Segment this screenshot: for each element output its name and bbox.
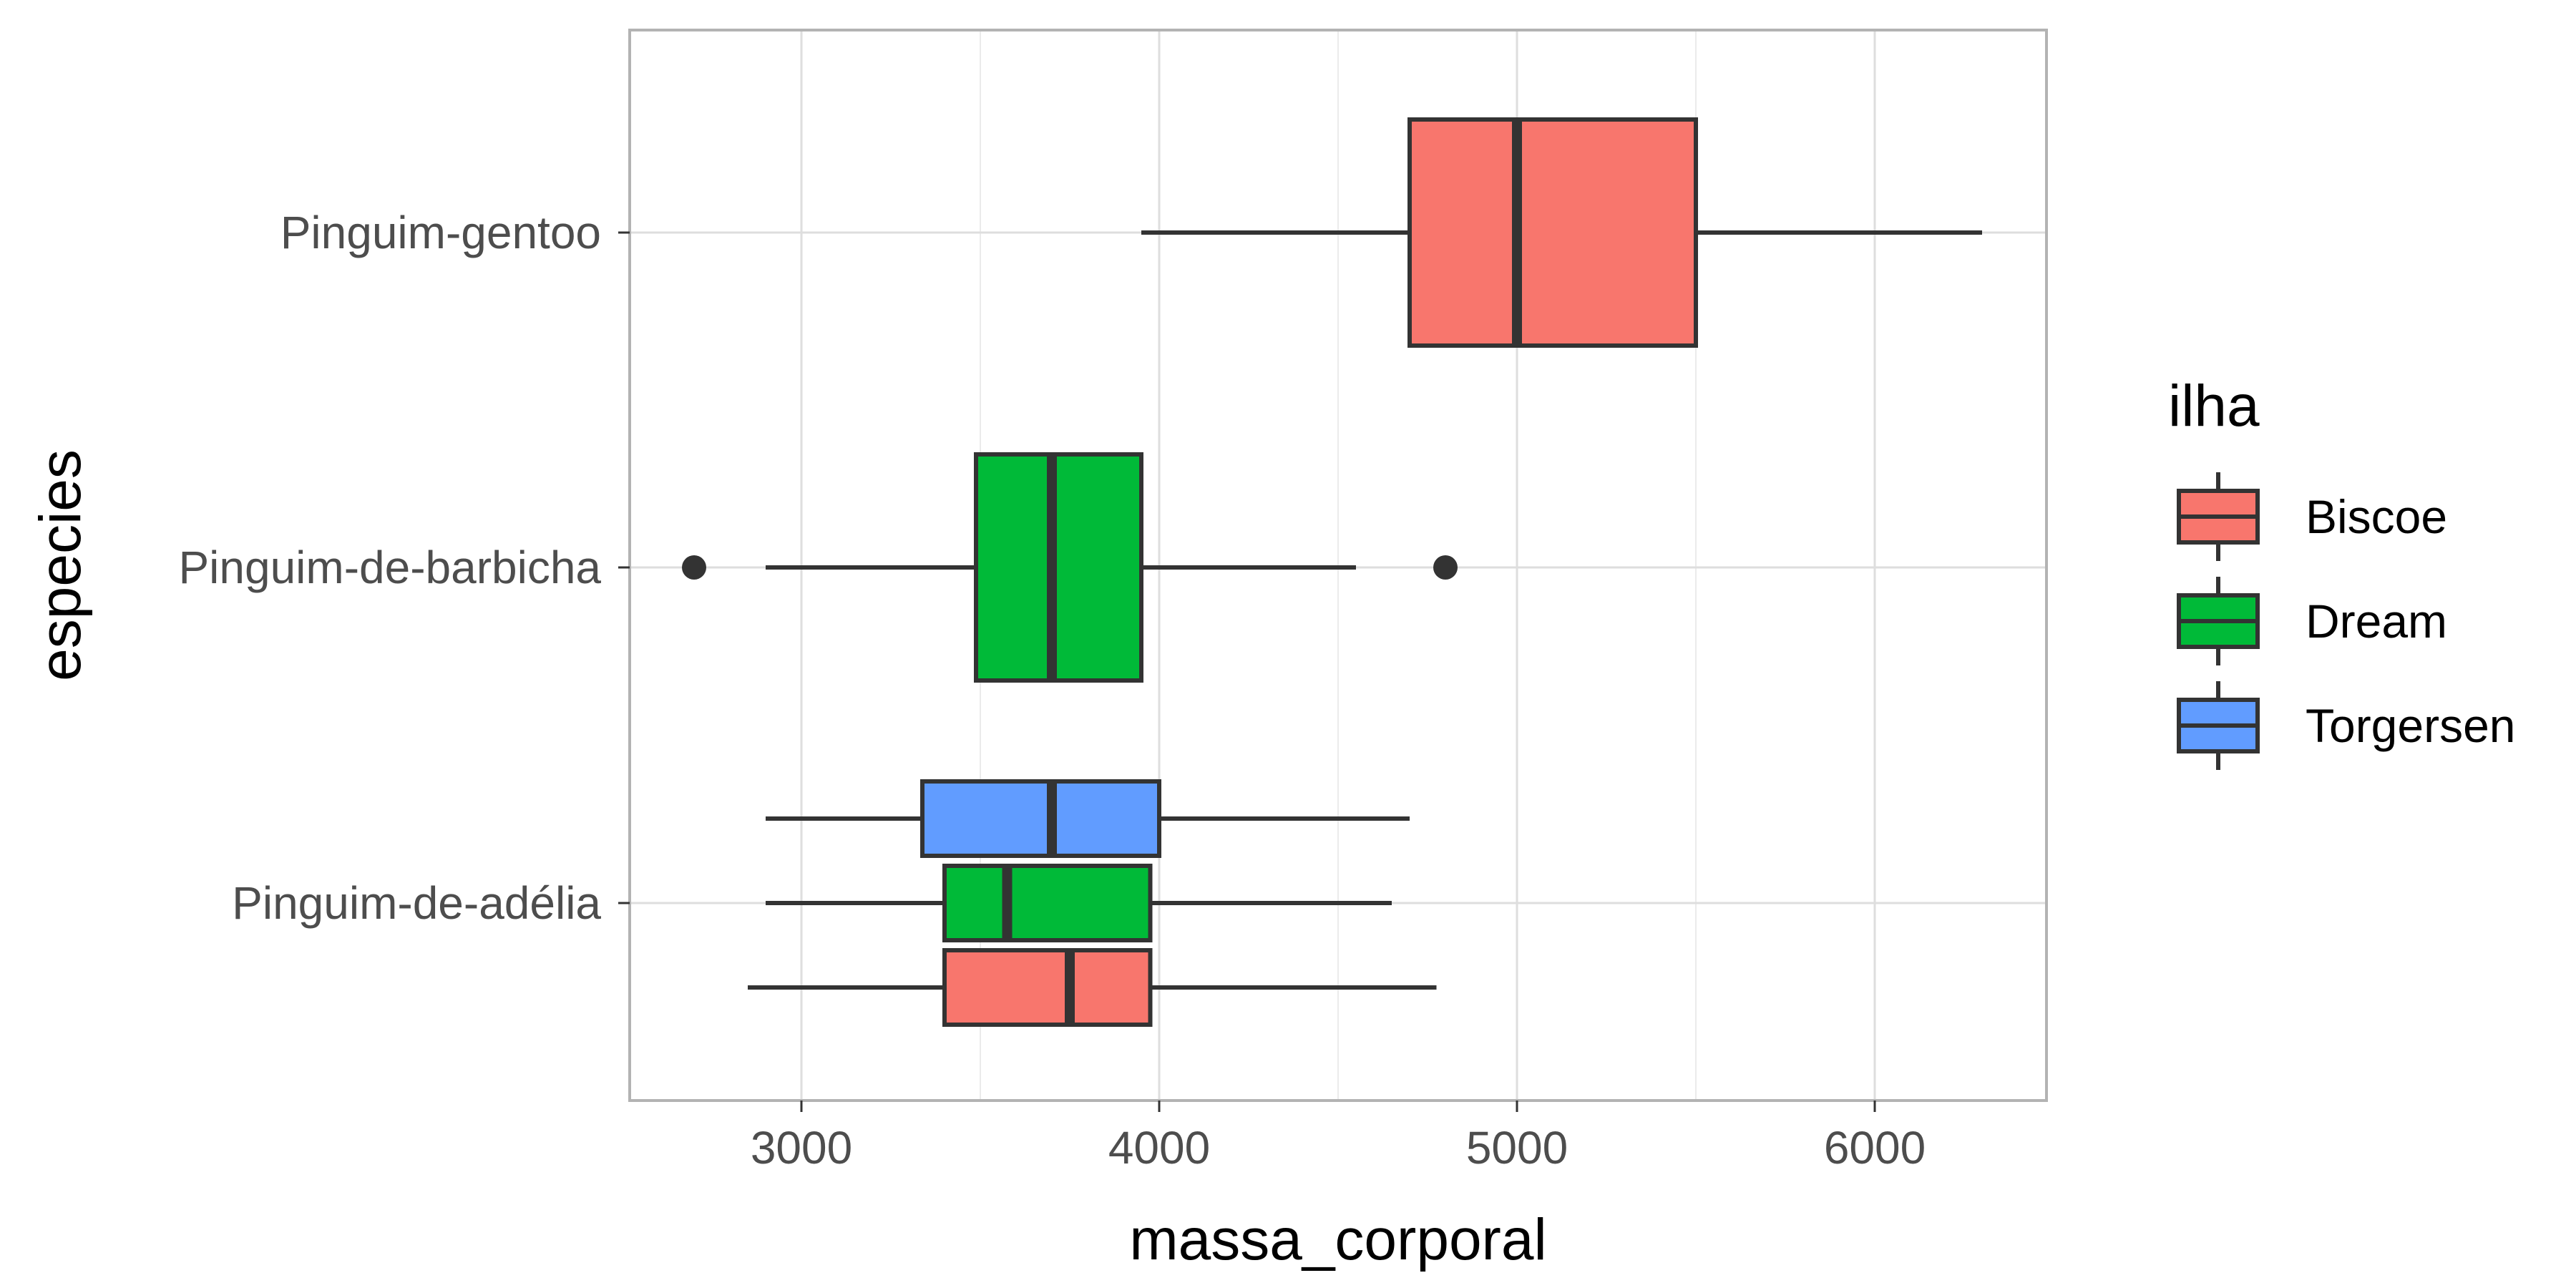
legend: ilha Biscoe Dream Torgersen	[2168, 374, 2516, 770]
outlier-point	[1433, 555, 1458, 580]
box-Pinguim-de-adélia-Biscoe	[748, 948, 1437, 1027]
outlier-point	[682, 555, 706, 580]
box-Pinguim-de-adélia-Torgersen	[766, 779, 1410, 858]
box-iqr	[920, 779, 1161, 858]
x-tick-label: 5000	[1466, 1122, 1568, 1174]
legend-key-Dream	[2177, 577, 2260, 665]
y-axis-title: especies	[28, 449, 93, 681]
legend-label-Dream: Dream	[2306, 595, 2447, 648]
plot-panel-border	[628, 29, 2048, 1102]
box-Pinguim-de-barbicha-Dream	[682, 452, 1458, 683]
x-tick-label: 3000	[751, 1122, 852, 1174]
x-tick-label: 6000	[1824, 1122, 1926, 1174]
box-iqr	[1407, 117, 1698, 348]
box-Pinguim-gentoo-Biscoe	[1141, 117, 1982, 348]
x-tick-label: 4000	[1108, 1122, 1210, 1174]
x-axis: 3000 4000 5000 6000	[751, 1101, 1926, 1174]
y-tick-label: Pinguim-gentoo	[280, 207, 601, 258]
box-iqr	[942, 948, 1153, 1027]
x-axis-title: massa_corporal	[1129, 1207, 1546, 1272]
legend-key-Torgersen	[2177, 681, 2260, 770]
legend-key-Biscoe	[2177, 472, 2260, 561]
legend-title: ilha	[2168, 374, 2260, 439]
box-iqr	[942, 864, 1153, 942]
y-tick-label: Pinguim-de-barbicha	[178, 542, 601, 593]
legend-label-Biscoe: Biscoe	[2306, 490, 2447, 543]
box-iqr	[974, 452, 1143, 683]
legend-label-Torgersen: Torgersen	[2306, 699, 2516, 752]
box-Pinguim-de-adélia-Dream	[766, 864, 1392, 942]
y-tick-label: Pinguim-de-adélia	[232, 877, 601, 929]
boxplot-series	[682, 117, 1982, 1027]
y-axis: Pinguim-gentoo Pinguim-de-barbicha Pinguim…	[178, 207, 630, 929]
